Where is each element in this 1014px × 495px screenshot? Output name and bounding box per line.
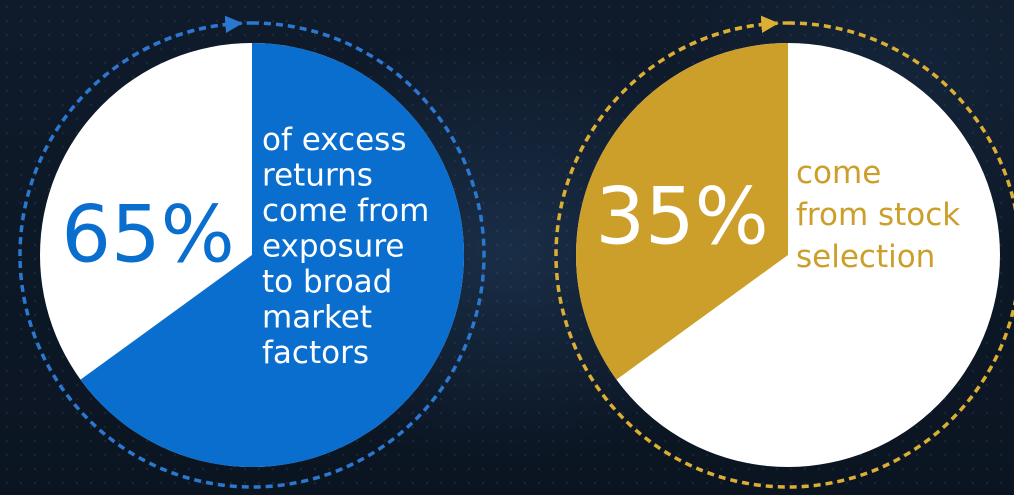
caption-line: market xyxy=(262,300,372,336)
percent-label: 35% xyxy=(595,172,768,262)
pie-slice-65 xyxy=(80,43,465,468)
caption-line: returns xyxy=(262,158,373,194)
dashed-ring xyxy=(554,21,1014,489)
percent-label: 65% xyxy=(61,190,234,280)
caption-line: exposure xyxy=(262,229,404,265)
caption-line: come from xyxy=(262,193,429,229)
pie-chart-2: 35% come from stock selection xyxy=(554,15,1014,489)
caption-line: come xyxy=(796,155,881,191)
pie-slice-35 xyxy=(576,43,788,380)
caption-line: to broad xyxy=(262,264,392,300)
caption-line: of excess xyxy=(262,122,406,158)
caption-line: factors xyxy=(262,335,369,371)
pie-chart-1: 65% of excess returns come from exposure… xyxy=(18,15,486,489)
caption-line: selection xyxy=(796,239,935,275)
ring-arrow-icon xyxy=(142,15,243,52)
ring-arrow-icon xyxy=(678,15,779,52)
dashed-ring xyxy=(18,21,486,489)
caption-line: from stock xyxy=(796,197,960,233)
caption-text: come from stock selection xyxy=(796,155,970,275)
caption-text: of excess returns come from exposure to … xyxy=(262,122,439,371)
